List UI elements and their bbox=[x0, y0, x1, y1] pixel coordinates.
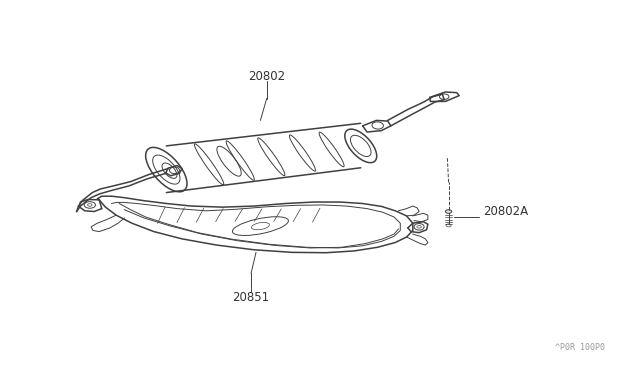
Text: ^P0R 100P0: ^P0R 100P0 bbox=[556, 343, 605, 352]
Text: 20802: 20802 bbox=[248, 70, 285, 83]
Ellipse shape bbox=[445, 210, 452, 214]
Text: 20851: 20851 bbox=[232, 291, 269, 304]
Text: 20802A: 20802A bbox=[483, 205, 528, 218]
